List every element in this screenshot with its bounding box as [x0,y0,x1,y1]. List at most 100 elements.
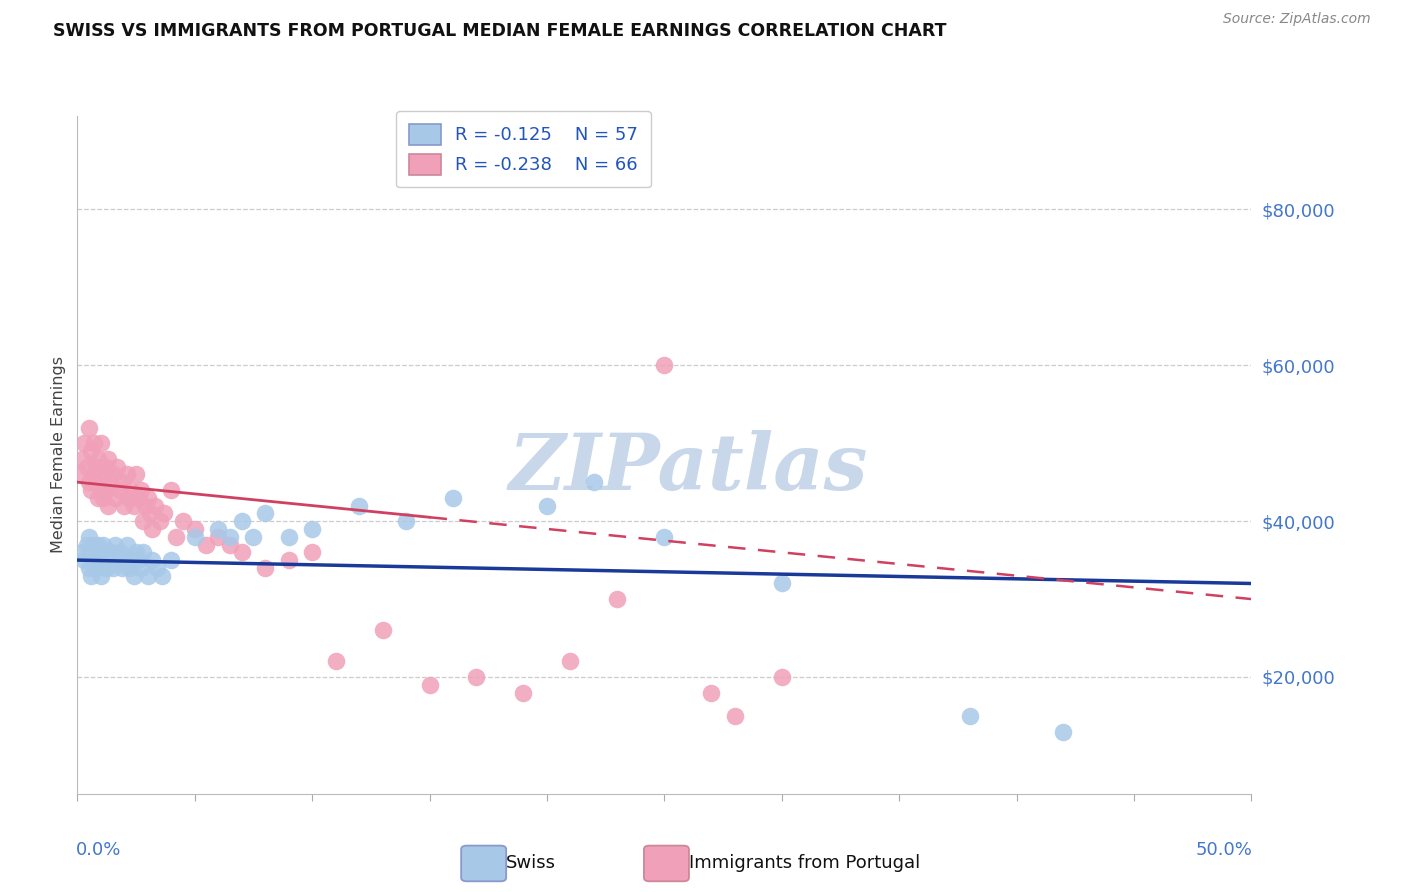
Point [108,545,131,559]
Point [94,483,117,497]
Point [120,483,142,497]
Point [118,491,141,505]
Point [87,451,110,466]
Point [69,467,91,482]
Y-axis label: Median Female Earnings: Median Female Earnings [51,357,66,553]
Point [724,709,747,723]
Point [87,537,110,551]
Point [84,545,107,559]
Point [87,553,110,567]
Point [77,530,100,544]
Point [87,491,110,505]
Point [219,530,242,544]
Point [91,553,114,567]
Point [122,568,145,582]
Point [277,530,299,544]
Point [105,553,128,567]
Point [770,576,793,591]
Point [127,491,149,505]
Point [150,568,173,582]
Point [94,561,117,575]
Point [652,359,676,373]
Point [148,514,170,528]
Point [441,491,464,505]
Point [83,537,105,551]
Point [560,654,582,668]
Point [207,522,229,536]
Point [98,545,121,559]
Point [122,499,145,513]
Point [231,545,253,559]
Point [183,530,207,544]
Point [512,685,534,699]
Point [91,491,114,505]
Point [104,537,127,551]
Point [90,568,112,582]
Point [112,553,135,567]
Legend: R = -0.125    N = 57, R = -0.238    N = 66: R = -0.125 N = 57, R = -0.238 N = 66 [396,112,651,187]
Point [195,537,218,551]
Point [160,553,183,567]
Point [115,537,138,551]
Point [301,522,323,536]
Point [153,507,176,521]
Point [77,475,100,490]
Text: Swiss: Swiss [506,855,557,872]
Point [77,561,100,575]
Point [959,709,981,723]
Point [118,561,141,575]
Point [395,514,418,528]
Point [112,499,135,513]
Point [419,678,441,692]
Point [94,545,117,559]
Point [183,522,207,536]
Point [1052,724,1074,739]
Point [129,483,152,497]
Point [301,545,323,559]
Point [141,553,163,567]
Point [325,654,347,668]
Point [115,467,138,482]
Point [172,514,194,528]
Point [84,561,107,575]
Point [136,568,159,582]
Text: Source: ZipAtlas.com: Source: ZipAtlas.com [1223,12,1371,26]
Point [83,553,105,567]
Point [77,420,100,434]
Point [132,545,155,559]
Point [371,624,394,638]
Point [146,561,169,575]
Point [90,483,112,497]
Point [73,553,96,567]
Point [97,451,120,466]
Point [134,499,156,513]
Point [347,499,370,513]
Point [231,514,253,528]
Point [108,483,131,497]
Point [111,475,134,490]
Point [132,514,155,528]
Point [104,491,127,505]
Point [207,530,229,544]
Point [143,499,166,513]
Point [80,568,103,582]
Text: SWISS VS IMMIGRANTS FROM PORTUGAL MEDIAN FEMALE EARNINGS CORRELATION CHART: SWISS VS IMMIGRANTS FROM PORTUGAL MEDIAN… [53,22,946,40]
Point [141,522,163,536]
Point [111,561,134,575]
Point [76,459,98,474]
Point [160,483,183,497]
Text: 0.0%: 0.0% [76,841,121,859]
Point [606,592,628,607]
Point [98,475,121,490]
Point [101,561,124,575]
Point [76,537,98,551]
Text: ZIPatlas: ZIPatlas [508,430,868,507]
Point [120,553,142,567]
Point [254,561,277,575]
Text: Immigrants from Portugal: Immigrants from Portugal [689,855,920,872]
Point [80,545,103,559]
Point [125,545,148,559]
Point [770,670,793,684]
Point [652,530,676,544]
Point [70,451,93,466]
